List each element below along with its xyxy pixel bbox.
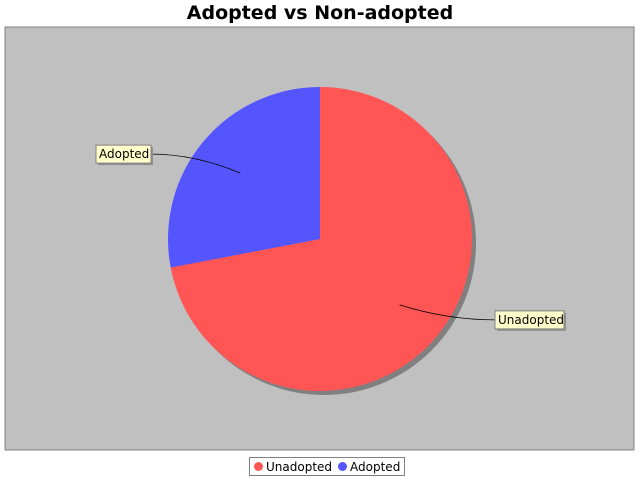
chart-title: Adopted vs Non-adopted xyxy=(186,2,454,24)
label-box-adopted xyxy=(95,144,152,164)
pie-labels: Unadopted Adopted xyxy=(95,144,566,331)
legend-label-adopted: Adopted xyxy=(350,459,401,474)
legend-item-unadopted: Unadopted xyxy=(254,460,332,474)
slice-label-adopted: Adopted xyxy=(99,147,149,161)
label-connector-unadopted xyxy=(399,304,496,321)
legend-swatch-unadopted xyxy=(254,462,263,471)
pie-slice-unadopted xyxy=(170,87,473,392)
slice-label-unadopted: Unadopted xyxy=(498,313,564,327)
pie-slice-adopted xyxy=(167,87,320,268)
legend-label-unadopted: Unadopted xyxy=(266,459,333,474)
label-connector-adopted xyxy=(150,153,241,174)
legend-swatch-adopted xyxy=(338,462,348,471)
pie-slices xyxy=(167,87,476,395)
label-box-unadopted xyxy=(494,310,565,330)
chart-legend: Unadopted Adopted xyxy=(249,457,406,476)
legend-item-adopted: Adopted xyxy=(338,460,400,474)
